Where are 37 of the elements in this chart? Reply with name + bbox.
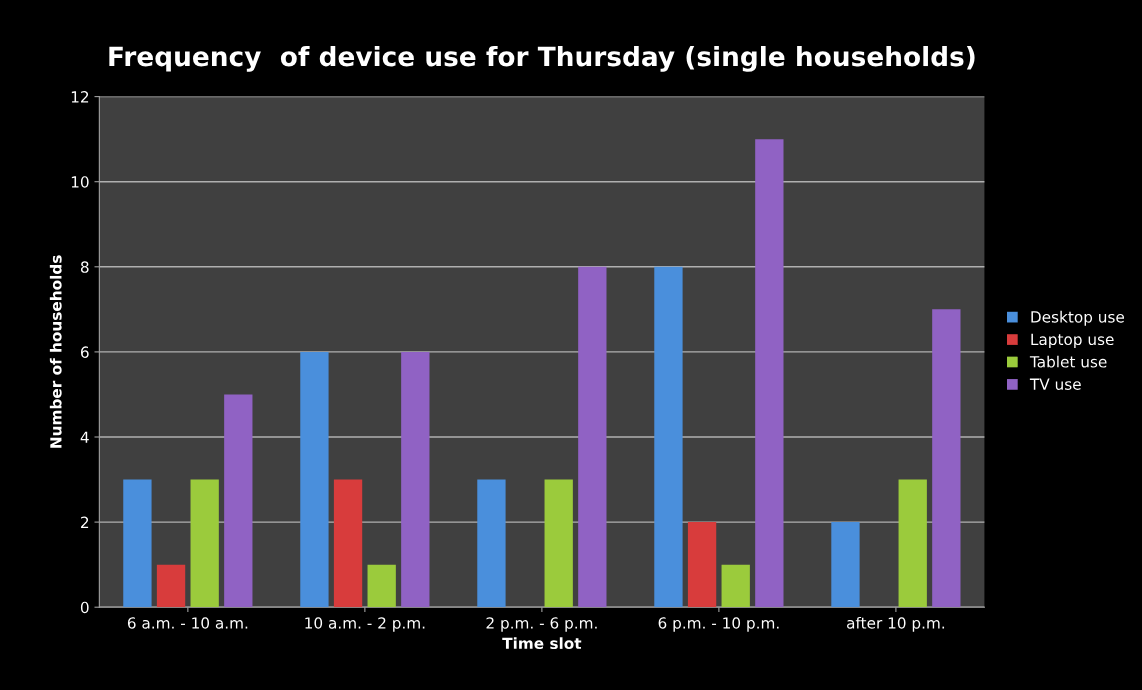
x-tick-label: 6 a.m. - 10 a.m.	[127, 617, 248, 629]
bar	[156, 564, 186, 608]
bar	[932, 309, 961, 608]
legend-label: TV use	[1029, 378, 1081, 390]
x-tick-label: 10 a.m. - 2 p.m.	[305, 617, 425, 632]
x-tick-label: 6 p.m. - 10 p.m.	[658, 617, 779, 632]
bar	[654, 266, 683, 608]
bar	[190, 479, 219, 608]
y-tick-label: 0	[80, 601, 89, 614]
bar	[123, 479, 152, 608]
x-axis-title: Time slot	[502, 637, 582, 650]
y-tick-label: 2	[81, 516, 89, 528]
legend-label: Desktop use	[1031, 310, 1125, 326]
legend-label: Tablet use	[1029, 355, 1107, 368]
bar	[367, 564, 396, 608]
y-tick-label: 10	[71, 176, 89, 188]
y-tick-label: 8	[80, 261, 89, 273]
bar	[401, 351, 430, 608]
bar	[544, 479, 573, 608]
bar	[578, 266, 607, 608]
bar	[687, 522, 717, 608]
bar	[477, 479, 506, 608]
bar	[333, 479, 363, 608]
bar	[721, 564, 750, 608]
y-tick-label: 6	[80, 346, 89, 358]
x-tick-label: after 10 p.m.	[847, 616, 945, 632]
bar	[831, 522, 860, 608]
bar	[224, 394, 253, 608]
legend-label: Laptop use	[1031, 333, 1114, 349]
y-tick-label: 4	[80, 431, 89, 443]
y-tick-label: 12	[71, 91, 89, 103]
chart-title: Frequency of device use for Thursday (single households)	[109, 45, 975, 72]
bar	[755, 139, 784, 608]
y-axis-title: Number of households	[49, 255, 62, 448]
x-tick-label: 2 p.m. - 6 p.m.	[486, 617, 597, 632]
bar	[898, 479, 927, 608]
bar	[300, 351, 329, 608]
